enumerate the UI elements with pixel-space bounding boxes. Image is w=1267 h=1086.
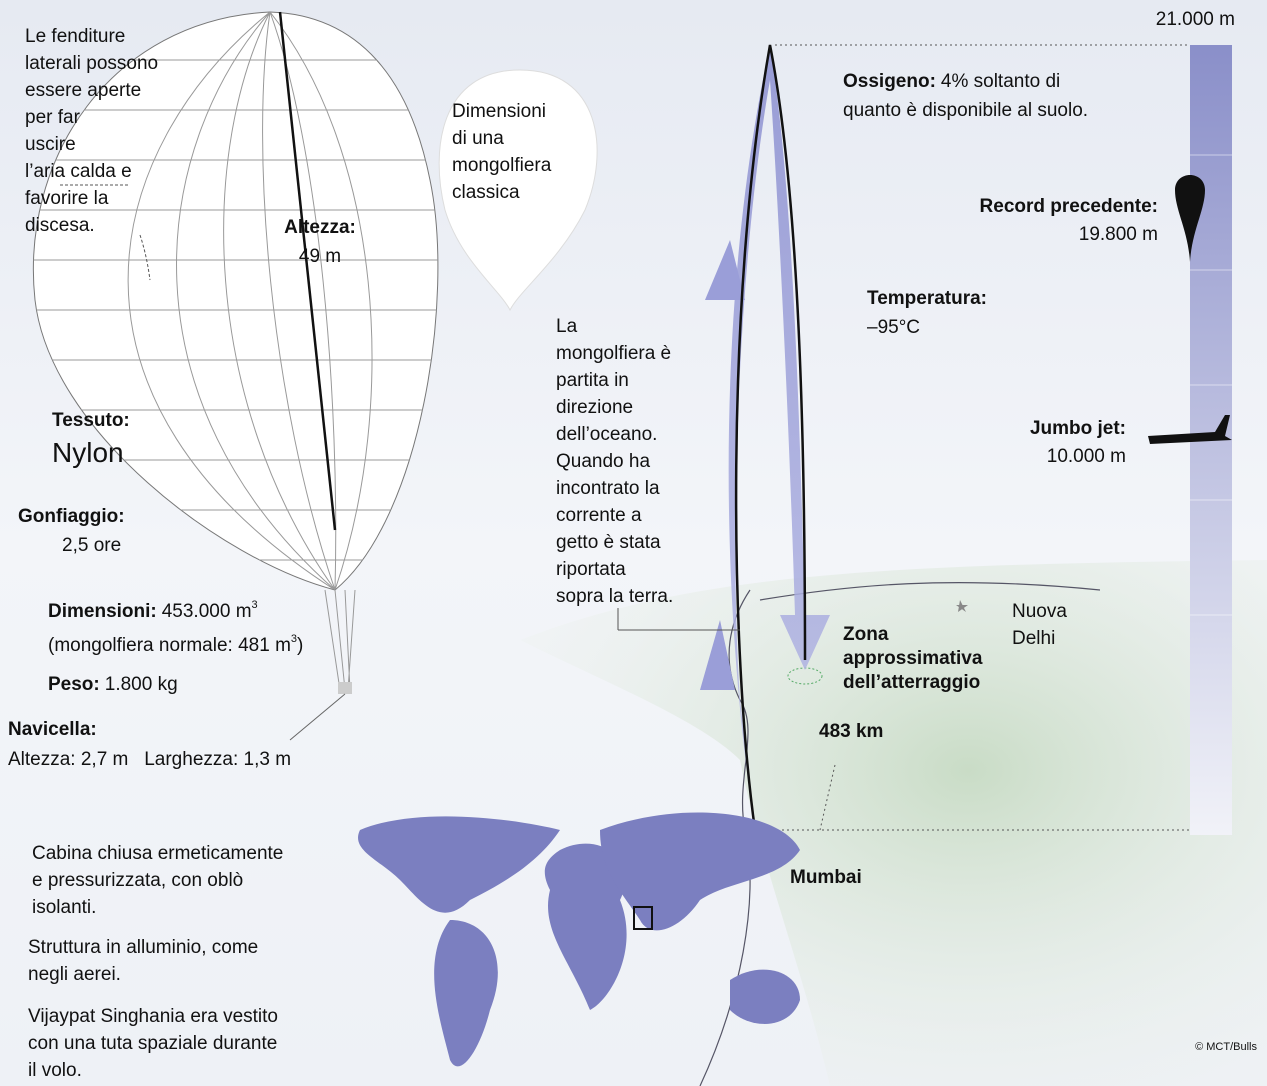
label-line: Dimensioni [452, 101, 546, 122]
note-line: laterali possono [25, 53, 158, 74]
normal-volume-close: ) [297, 635, 303, 656]
route-line: corrente a [556, 505, 642, 526]
inflation-value: 2,5 ore [62, 535, 121, 556]
weight-value: 1.800 kg [105, 674, 178, 695]
cables [324, 589, 356, 691]
normal-volume: (mongolfiera normale: 481 m3) [48, 633, 303, 656]
start-city: Mumbai [790, 867, 862, 888]
distance-line [819, 764, 836, 831]
credit: © MCT/Bulls [1195, 1041, 1257, 1053]
route-line: incontrato la [556, 478, 660, 499]
label-line: mongolfiera [452, 155, 552, 176]
route-note: La mongolfiera è partita in direzione de… [556, 316, 673, 607]
gondola-leader [289, 693, 346, 741]
note-line: uscire [25, 134, 76, 155]
route-line: direzione [556, 397, 633, 418]
volume-exponent: 3 [252, 599, 258, 611]
cabin-line: con una tuta spaziale durante [28, 1033, 277, 1054]
route-line: getto è stata [556, 532, 661, 553]
normal-volume-value: (mongolfiera normale: 481 m [48, 635, 291, 656]
cabin-line: il volo. [28, 1060, 82, 1081]
jumbo-value: 10.000 m [1047, 446, 1126, 467]
height-value: 49 m [299, 246, 341, 267]
note-line: Le fenditure [25, 26, 125, 47]
cabin-notes: Cabina chiusa ermeticamente e pressurizz… [28, 843, 283, 1081]
jumbo-label: Jumbo jet: [1030, 418, 1126, 439]
route-line: sopra la terra. [556, 586, 673, 607]
route-line: riportata [556, 559, 626, 580]
arrow-heads [700, 240, 745, 690]
temperature-label: Temperatura: [867, 288, 987, 309]
route-line: mongolfiera è [556, 343, 671, 364]
cabin-line: Struttura in alluminio, come [28, 937, 258, 958]
gondola-label: Navicella: [8, 719, 97, 740]
distance: 483 km [819, 721, 883, 742]
landing-line: Zona [843, 624, 889, 645]
weight-label: Peso: [48, 674, 100, 695]
oxygen: Ossigeno: 4% soltanto di [843, 71, 1060, 92]
slit-note: Le fenditure laterali possono essere ape… [25, 26, 158, 236]
city-line: Nuova [1012, 601, 1067, 622]
normal-volume-exponent: 3 [291, 633, 297, 645]
height-label: Altezza: [284, 217, 356, 238]
oxygen-label: Ossigeno: [843, 71, 936, 92]
city-line: Delhi [1012, 628, 1055, 649]
gondola-value: Altezza: 2,7 m Larghezza: 1,3 m [8, 749, 291, 770]
label-line: di una [452, 128, 504, 149]
record-label: Record precedente: [980, 196, 1158, 217]
route-line: Quando ha [556, 451, 650, 472]
balloon [32, 11, 439, 591]
cabin-line: negli aerei. [28, 964, 121, 985]
cabin-line: isolanti. [32, 897, 96, 918]
record-balloon-icon [1175, 175, 1205, 262]
inflation-label: Gonfiaggio: [18, 506, 125, 527]
note-line: discesa. [25, 215, 95, 236]
fabric-value: Nylon [52, 437, 124, 468]
weight: Peso: 1.800 kg [48, 674, 178, 695]
landing-line: approssimativa [843, 648, 983, 669]
record-value: 19.800 m [1079, 224, 1158, 245]
land [520, 560, 1267, 1086]
landing-line: dell’atterraggio [843, 672, 980, 693]
note-line: favorire la [25, 188, 109, 209]
oxygen-line: 4% soltanto di [941, 71, 1060, 92]
route-line: dell’oceano. [556, 424, 657, 445]
route-line: La [556, 316, 578, 337]
note-line: l’aria calda e [25, 161, 132, 182]
note-line: per far [25, 107, 81, 128]
volume: Dimensioni: 453.000 m3 [48, 599, 258, 622]
top-altitude: 21.000 m [1156, 9, 1235, 30]
temperature-value: –95°C [867, 317, 920, 338]
volume-value: 453.000 m [162, 601, 252, 622]
cabin-line: Cabina chiusa ermeticamente [32, 843, 283, 864]
jet-icon [1148, 415, 1232, 444]
balloon-grid [33, 12, 438, 590]
classic-label: Dimensioni di una mongolfiera classica [452, 101, 552, 203]
volume-label: Dimensioni: [48, 601, 157, 622]
gondola [338, 682, 352, 694]
fabric-label: Tessuto: [52, 410, 130, 431]
note-line: essere aperte [25, 80, 141, 101]
city-star [956, 600, 968, 612]
region-box [633, 906, 653, 930]
cabin-line: Vijaypat Singhania era vestito [28, 1006, 278, 1027]
oxygen-line: quanto è disponibile al suolo. [843, 100, 1088, 121]
route-line: partita in [556, 370, 629, 391]
label-line: classica [452, 182, 520, 203]
slit-leader [60, 184, 151, 281]
world-map [358, 812, 800, 1067]
height-line [278, 11, 337, 531]
altitude-bands [1190, 154, 1232, 616]
classic-balloon [438, 69, 598, 312]
cabin-line: e pressurizzata, con oblò [32, 870, 243, 891]
